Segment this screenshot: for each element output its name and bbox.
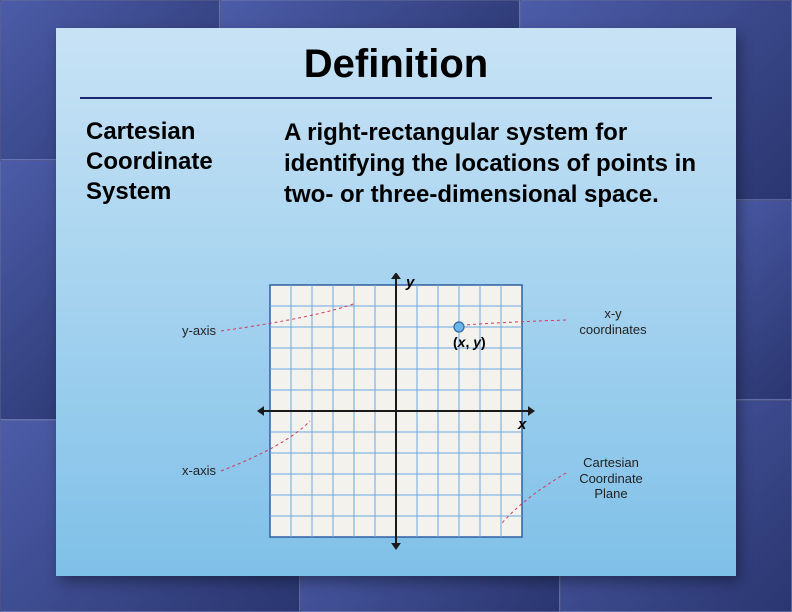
callout-xy: x-y coordinates (568, 306, 658, 337)
diagram-area: y x (x, y) y-axis x-axis x-y coordinates C… (56, 273, 736, 573)
term: Cartesian Coordinate System (86, 117, 266, 211)
callout-plane: Cartesian Coordinate Plane (566, 455, 656, 502)
svg-text:x: x (517, 416, 527, 433)
definition-text: A right-rectangular system for identifyi… (284, 117, 706, 211)
svg-text:y: y (405, 274, 415, 291)
callout-yaxis: y-axis (166, 323, 216, 339)
callout-plane-line1: Cartesian (583, 455, 639, 470)
callout-plane-line2: Coordinate (579, 471, 643, 486)
callout-xaxis-text: x-axis (182, 463, 216, 478)
callout-xy-line1: x-y (604, 306, 621, 321)
callout-plane-line3: Plane (594, 486, 627, 501)
callout-xy-line2: coordinates (579, 322, 646, 337)
content-row: Cartesian Coordinate System A right-rect… (56, 99, 736, 211)
definition-card: Definition Cartesian Coordinate System A… (56, 28, 736, 576)
card-title: Definition (56, 28, 736, 97)
svg-text:(x, y): (x, y) (453, 334, 486, 350)
callout-xaxis: x-axis (166, 463, 216, 479)
callout-yaxis-text: y-axis (182, 323, 216, 338)
